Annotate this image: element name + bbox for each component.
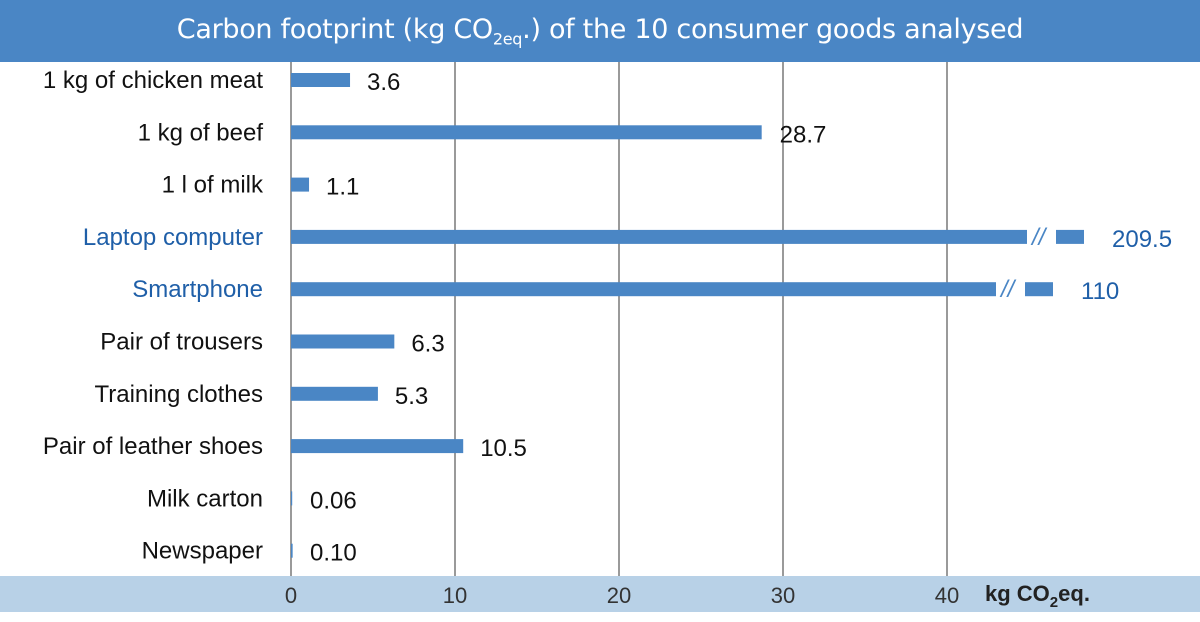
bar bbox=[291, 229, 1027, 244]
bar bbox=[291, 491, 293, 506]
category-label: Laptop computer bbox=[83, 224, 263, 251]
x-tick-label: 0 bbox=[285, 583, 297, 608]
x-tick-label: 40 bbox=[935, 583, 959, 608]
value-label: 110 bbox=[1081, 278, 1119, 305]
value-label: 5.3 bbox=[395, 383, 428, 410]
value-label: 0.06 bbox=[310, 487, 357, 514]
labels: 0 10 20 30 40 1 kg of chicken meat 3.6 1 kg of … bbox=[43, 67, 1172, 608]
bar bbox=[291, 282, 996, 297]
x-tick-label: 10 bbox=[443, 583, 467, 608]
category-label: Milk carton bbox=[147, 485, 263, 512]
axis-break-mark: // bbox=[1030, 224, 1048, 251]
chart-title-text: Carbon footprint (kg CO2eq.) of the 10 c… bbox=[176, 13, 1024, 49]
category-label: Newspaper bbox=[142, 538, 263, 565]
category-label: 1 kg of beef bbox=[138, 119, 264, 146]
category-label: 1 l of milk bbox=[162, 172, 264, 199]
bars bbox=[291, 73, 1084, 558]
category-label: Training clothes bbox=[94, 381, 263, 408]
x-axis-unit: kg CO2eq. bbox=[985, 581, 1090, 611]
value-label: 209.5 bbox=[1112, 226, 1172, 253]
category-label: Pair of trousers bbox=[100, 329, 263, 356]
bar bbox=[291, 177, 310, 192]
value-label: 28.7 bbox=[780, 121, 827, 148]
chart-title: Carbon footprint (kg CO2eq.) of the 10 c… bbox=[0, 0, 1200, 62]
value-label: 10.5 bbox=[480, 435, 527, 462]
bar bbox=[291, 334, 395, 349]
value-label: 1.1 bbox=[326, 174, 359, 201]
grid-lines bbox=[290, 62, 948, 576]
category-label: Pair of leather shoes bbox=[43, 433, 263, 460]
category-label: Smartphone bbox=[132, 276, 263, 303]
x-axis-band bbox=[0, 576, 1200, 612]
value-label: 3.6 bbox=[367, 69, 400, 96]
x-tick-label: 30 bbox=[771, 583, 795, 608]
bar bbox=[291, 439, 464, 454]
bar bbox=[291, 73, 351, 87]
x-tick-label: 20 bbox=[607, 583, 631, 608]
axis-break-mark: // bbox=[999, 276, 1017, 303]
bar bbox=[291, 125, 762, 140]
value-label: 6.3 bbox=[411, 331, 444, 358]
bar bbox=[291, 386, 378, 401]
bar-tail bbox=[1056, 229, 1084, 244]
category-label: 1 kg of chicken meat bbox=[43, 67, 263, 94]
bar bbox=[291, 543, 293, 558]
bar-tail bbox=[1025, 282, 1053, 297]
value-label: 0.10 bbox=[310, 540, 357, 567]
